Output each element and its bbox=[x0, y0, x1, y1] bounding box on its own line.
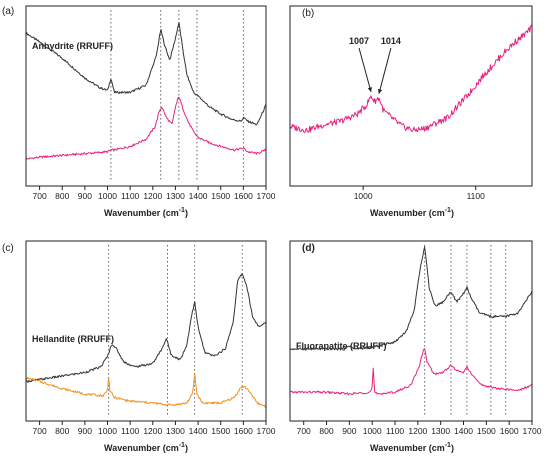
panel-b-x-ticks: 1000 1100 bbox=[354, 186, 485, 201]
panel-c-x-tick-label-10: 1700 bbox=[257, 426, 276, 436]
panel-b: (b) 1007 1014 1000 1100 Wavenumber (cm-1) bbox=[289, 5, 533, 218]
panel-d-series-0-line bbox=[289, 246, 533, 351]
panel-d-x-tick-label-1: 800 bbox=[319, 426, 333, 436]
panel-a-x-tick-label-8: 1500 bbox=[211, 191, 230, 201]
panel-b-annotation-1014: 1014 bbox=[381, 36, 401, 46]
panel-d-x-tick-label-8: 1500 bbox=[477, 426, 496, 436]
panel-d-x-axis-label: Wavenumber (cm-1) bbox=[370, 442, 454, 453]
panel-a-series-0-line bbox=[25, 22, 267, 126]
panel-a-x-tick-label-5: 1200 bbox=[143, 191, 162, 201]
panel-b-annotation-arrow-1007 bbox=[358, 47, 372, 93]
panel-a-x-tick-label-0: 700 bbox=[32, 191, 46, 201]
panel-a-label: (a) bbox=[2, 6, 14, 17]
panel-d-x-tick-label-2: 900 bbox=[342, 426, 356, 436]
panel-b-series-0-line bbox=[289, 24, 533, 134]
panel-d-x-tick-label-3: 1000 bbox=[363, 426, 382, 436]
panel-b-frame bbox=[289, 5, 533, 187]
panel-a-marker-lines bbox=[110, 10, 244, 182]
panel-d-x-tick-label-10: 1700 bbox=[523, 426, 542, 436]
panel-c-series bbox=[25, 273, 267, 408]
panel-c-x-tick-label-1: 800 bbox=[55, 426, 69, 436]
panel-d-x-tick-label-5: 1200 bbox=[408, 426, 427, 436]
panel-c-x-tick-label-9: 1600 bbox=[234, 426, 253, 436]
panel-a-x-tick-label-4: 1100 bbox=[121, 191, 140, 201]
panel-d-x-tick-label-9: 1600 bbox=[500, 426, 519, 436]
panel-a-x-tick-label-3: 1000 bbox=[98, 191, 117, 201]
panel-d-x-tick-label-4: 1100 bbox=[386, 426, 405, 436]
panel-c-label: (c) bbox=[2, 243, 14, 254]
panel-c-x-tick-label-7: 1400 bbox=[189, 426, 208, 436]
panel-b-series bbox=[289, 24, 533, 134]
panel-b-annotation-1007: 1007 bbox=[349, 36, 369, 46]
panel-c-x-tick-label-8: 1500 bbox=[211, 426, 230, 436]
panel-a-x-tick-label-10: 1700 bbox=[257, 191, 276, 201]
panel-b-x-axis-label: Wavenumber (cm-1) bbox=[370, 207, 454, 218]
panel-b-annotation-arrowhead-1014 bbox=[377, 88, 383, 94]
panel-c-marker-lines bbox=[108, 245, 243, 417]
panel-b-annotation-arrowhead-1007 bbox=[367, 87, 372, 92]
panel-d-x-tick-label-7: 1400 bbox=[454, 426, 473, 436]
panel-d-series bbox=[289, 246, 533, 396]
panel-c: (c) Hellandite (RRUFF) 700 800 900 1000 1100… bbox=[2, 240, 276, 453]
panel-d: (d) Fluorapatite (RRUFF) 700 800 900 1000 11… bbox=[289, 240, 542, 453]
panel-c-x-tick-label-3: 1000 bbox=[98, 426, 117, 436]
panel-c-x-tick-label-2: 900 bbox=[78, 426, 92, 436]
panel-b-x-tick-label-1: 1100 bbox=[467, 191, 486, 201]
panel-d-series-1-line bbox=[289, 348, 533, 396]
panel-c-frame bbox=[25, 240, 267, 422]
panel-d-frame bbox=[289, 240, 533, 422]
panel-c-x-tick-label-0: 700 bbox=[32, 426, 46, 436]
panel-c-x-ticks: 700 800 900 1000 1100 1200 1300 1400 1500 1600 170… bbox=[32, 421, 276, 436]
panel-c-x-tick-label-5: 1200 bbox=[143, 426, 162, 436]
panel-a-series-1-line bbox=[25, 96, 267, 160]
panel-a-frame bbox=[25, 5, 267, 187]
panel-a-x-tick-label-6: 1300 bbox=[166, 191, 185, 201]
panel-a-x-ticks: 700 800 900 1000 1100 1200 1300 1400 1500 1600 170… bbox=[32, 186, 276, 201]
panel-a-inset-label: Anhydrite (RRUFF) bbox=[32, 41, 113, 51]
panel-a-series bbox=[25, 22, 267, 160]
panel-d-marker-lines bbox=[424, 245, 507, 417]
panel-d-x-tick-label-6: 1300 bbox=[431, 426, 450, 436]
panel-c-x-tick-label-4: 1100 bbox=[121, 426, 140, 436]
panel-c-series-1-line bbox=[25, 373, 267, 408]
panel-d-x-ticks: 700 800 900 1000 1100 1200 1300 1400 1500 1600 170… bbox=[297, 421, 542, 436]
panel-d-inset-label: Fluorapatite (RRUFF) bbox=[296, 341, 387, 351]
panel-d-x-tick-label-0: 700 bbox=[297, 426, 311, 436]
panel-c-x-axis-label: Wavenumber (cm-1) bbox=[104, 442, 188, 453]
panel-a-x-tick-label-7: 1400 bbox=[189, 191, 208, 201]
panel-a-x-tick-label-1: 800 bbox=[55, 191, 69, 201]
panel-b-annotations: 1007 1014 bbox=[349, 36, 401, 94]
panel-b-label: (b) bbox=[302, 8, 314, 19]
panel-a: (a) Anhydrite (RRUFF) 700 800 900 1000 1100 1… bbox=[2, 5, 276, 218]
panel-a-x-tick-label-2: 900 bbox=[78, 191, 92, 201]
panel-b-annotation-arrow-1014 bbox=[378, 47, 392, 94]
panel-a-x-tick-label-9: 1600 bbox=[234, 191, 253, 201]
panel-a-x-axis-label: Wavenumber (cm-1) bbox=[104, 207, 188, 218]
panel-c-inset-label: Hellandite (RRUFF) bbox=[32, 334, 114, 344]
panel-d-label: (d) bbox=[302, 243, 315, 254]
panel-b-x-tick-label-0: 1000 bbox=[354, 191, 373, 201]
panel-c-series-0-line bbox=[25, 273, 267, 383]
panel-c-x-tick-label-6: 1300 bbox=[166, 426, 185, 436]
